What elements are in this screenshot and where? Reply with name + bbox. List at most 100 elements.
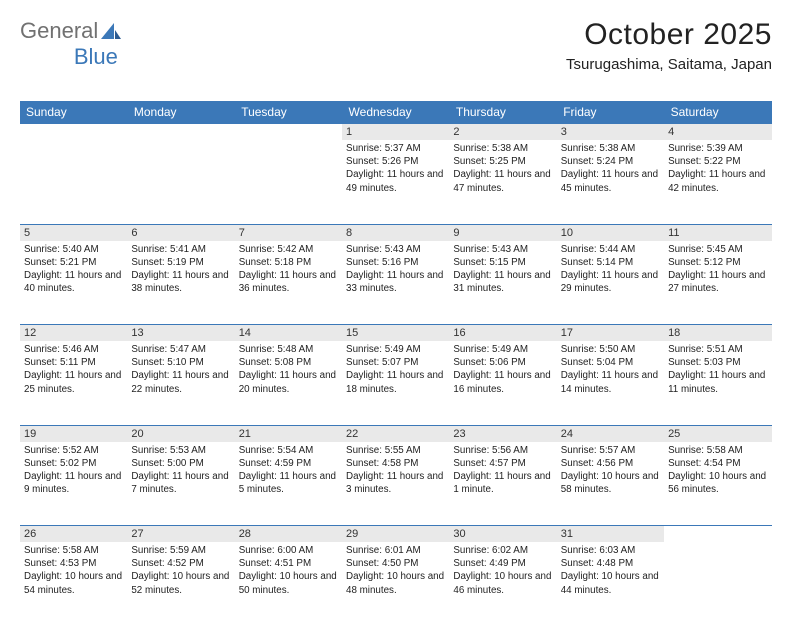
day-detail-text: Sunrise: 5:46 AMSunset: 5:11 PMDaylight:… (24, 341, 123, 396)
day-detail-cell (127, 140, 234, 224)
day-detail-text: Sunrise: 5:54 AMSunset: 4:59 PMDaylight:… (239, 442, 338, 497)
day-number-cell: 31 (557, 526, 664, 543)
day-number-cell: 6 (127, 224, 234, 241)
day-number-cell: 10 (557, 224, 664, 241)
day-number-cell: 4 (664, 124, 771, 141)
day-detail-cell: Sunrise: 5:52 AMSunset: 5:02 PMDaylight:… (20, 442, 127, 526)
day-detail-text: Sunrise: 6:01 AMSunset: 4:50 PMDaylight:… (346, 542, 445, 597)
day-detail-cell (235, 140, 342, 224)
day-detail-cell: Sunrise: 5:48 AMSunset: 5:08 PMDaylight:… (235, 341, 342, 425)
day-detail-text: Sunrise: 5:45 AMSunset: 5:12 PMDaylight:… (668, 241, 767, 296)
day-detail-text: Sunrise: 5:37 AMSunset: 5:26 PMDaylight:… (346, 140, 445, 195)
day-detail-text: Sunrise: 5:44 AMSunset: 5:14 PMDaylight:… (561, 241, 660, 296)
detail-row: Sunrise: 5:52 AMSunset: 5:02 PMDaylight:… (20, 442, 772, 526)
day-detail-text: Sunrise: 6:00 AMSunset: 4:51 PMDaylight:… (239, 542, 338, 597)
day-number-cell: 24 (557, 425, 664, 442)
day-number-cell: 29 (342, 526, 449, 543)
day-detail-cell: Sunrise: 5:58 AMSunset: 4:54 PMDaylight:… (664, 442, 771, 526)
day-detail-text: Sunrise: 5:39 AMSunset: 5:22 PMDaylight:… (668, 140, 767, 195)
day-detail-cell: Sunrise: 5:43 AMSunset: 5:16 PMDaylight:… (342, 241, 449, 325)
day-detail-text: Sunrise: 5:56 AMSunset: 4:57 PMDaylight:… (453, 442, 552, 497)
day-detail-cell: Sunrise: 6:01 AMSunset: 4:50 PMDaylight:… (342, 542, 449, 626)
day-detail-text: Sunrise: 5:57 AMSunset: 4:56 PMDaylight:… (561, 442, 660, 497)
logo-line2: GeneBlue (20, 44, 118, 70)
day-detail-text: Sunrise: 5:52 AMSunset: 5:02 PMDaylight:… (24, 442, 123, 497)
day-number-cell (127, 124, 234, 141)
day-detail-cell: Sunrise: 5:40 AMSunset: 5:21 PMDaylight:… (20, 241, 127, 325)
day-number-cell: 2 (449, 124, 556, 141)
day-number-cell (20, 124, 127, 141)
logo: General (20, 18, 122, 44)
day-detail-cell: Sunrise: 5:44 AMSunset: 5:14 PMDaylight:… (557, 241, 664, 325)
day-detail-cell: Sunrise: 5:50 AMSunset: 5:04 PMDaylight:… (557, 341, 664, 425)
month-title: October 2025 (566, 18, 772, 52)
detail-row: Sunrise: 5:46 AMSunset: 5:11 PMDaylight:… (20, 341, 772, 425)
day-number-cell (664, 526, 771, 543)
day-detail-text: Sunrise: 5:42 AMSunset: 5:18 PMDaylight:… (239, 241, 338, 296)
day-detail-text: Sunrise: 5:43 AMSunset: 5:15 PMDaylight:… (453, 241, 552, 296)
detail-row: Sunrise: 5:40 AMSunset: 5:21 PMDaylight:… (20, 241, 772, 325)
day-detail-text: Sunrise: 5:38 AMSunset: 5:25 PMDaylight:… (453, 140, 552, 195)
day-detail-text: Sunrise: 5:51 AMSunset: 5:03 PMDaylight:… (668, 341, 767, 396)
day-detail-text: Sunrise: 5:49 AMSunset: 5:07 PMDaylight:… (346, 341, 445, 396)
weekday-header: Wednesday (342, 101, 449, 124)
day-number-cell: 12 (20, 325, 127, 342)
day-number-cell: 16 (449, 325, 556, 342)
day-detail-text: Sunrise: 5:50 AMSunset: 5:04 PMDaylight:… (561, 341, 660, 396)
day-detail-cell: Sunrise: 5:56 AMSunset: 4:57 PMDaylight:… (449, 442, 556, 526)
weekday-header: Sunday (20, 101, 127, 124)
day-detail-text: Sunrise: 5:58 AMSunset: 4:54 PMDaylight:… (668, 442, 767, 497)
day-detail-text: Sunrise: 5:43 AMSunset: 5:16 PMDaylight:… (346, 241, 445, 296)
day-detail-cell: Sunrise: 5:39 AMSunset: 5:22 PMDaylight:… (664, 140, 771, 224)
daynum-row: 19202122232425 (20, 425, 772, 442)
detail-row: Sunrise: 5:58 AMSunset: 4:53 PMDaylight:… (20, 542, 772, 626)
day-detail-cell: Sunrise: 5:41 AMSunset: 5:19 PMDaylight:… (127, 241, 234, 325)
day-detail-text: Sunrise: 5:55 AMSunset: 4:58 PMDaylight:… (346, 442, 445, 497)
day-number-cell: 9 (449, 224, 556, 241)
detail-row: Sunrise: 5:37 AMSunset: 5:26 PMDaylight:… (20, 140, 772, 224)
day-number-cell: 3 (557, 124, 664, 141)
day-detail-cell: Sunrise: 5:53 AMSunset: 5:00 PMDaylight:… (127, 442, 234, 526)
calendar-body: 1234Sunrise: 5:37 AMSunset: 5:26 PMDayli… (20, 124, 772, 626)
calendar-table: SundayMondayTuesdayWednesdayThursdayFrid… (20, 101, 772, 626)
day-detail-text: Sunrise: 5:59 AMSunset: 4:52 PMDaylight:… (131, 542, 230, 597)
day-detail-text: Sunrise: 5:58 AMSunset: 4:53 PMDaylight:… (24, 542, 123, 597)
day-detail-cell: Sunrise: 5:45 AMSunset: 5:12 PMDaylight:… (664, 241, 771, 325)
day-number-cell: 13 (127, 325, 234, 342)
daynum-row: 12131415161718 (20, 325, 772, 342)
day-detail-text: Sunrise: 6:02 AMSunset: 4:49 PMDaylight:… (453, 542, 552, 597)
weekday-header: Saturday (664, 101, 771, 124)
day-detail-text: Sunrise: 5:48 AMSunset: 5:08 PMDaylight:… (239, 341, 338, 396)
daynum-row: 262728293031 (20, 526, 772, 543)
day-detail-cell: Sunrise: 5:46 AMSunset: 5:11 PMDaylight:… (20, 341, 127, 425)
day-detail-cell (20, 140, 127, 224)
weekday-header: Thursday (449, 101, 556, 124)
day-number-cell: 23 (449, 425, 556, 442)
weekday-header: Tuesday (235, 101, 342, 124)
day-detail-text: Sunrise: 6:03 AMSunset: 4:48 PMDaylight:… (561, 542, 660, 597)
day-detail-cell (664, 542, 771, 626)
day-detail-cell: Sunrise: 5:51 AMSunset: 5:03 PMDaylight:… (664, 341, 771, 425)
day-number-cell: 27 (127, 526, 234, 543)
day-detail-cell: Sunrise: 5:49 AMSunset: 5:07 PMDaylight:… (342, 341, 449, 425)
day-number-cell (235, 124, 342, 141)
day-detail-cell: Sunrise: 6:03 AMSunset: 4:48 PMDaylight:… (557, 542, 664, 626)
day-detail-cell: Sunrise: 5:59 AMSunset: 4:52 PMDaylight:… (127, 542, 234, 626)
day-detail-cell: Sunrise: 5:38 AMSunset: 5:24 PMDaylight:… (557, 140, 664, 224)
page: General October 2025 Tsurugashima, Saita… (0, 0, 792, 612)
day-number-cell: 18 (664, 325, 771, 342)
day-number-cell: 19 (20, 425, 127, 442)
day-detail-cell: Sunrise: 6:02 AMSunset: 4:49 PMDaylight:… (449, 542, 556, 626)
day-detail-text: Sunrise: 5:49 AMSunset: 5:06 PMDaylight:… (453, 341, 552, 396)
day-detail-text: Sunrise: 5:40 AMSunset: 5:21 PMDaylight:… (24, 241, 123, 296)
day-detail-cell: Sunrise: 5:55 AMSunset: 4:58 PMDaylight:… (342, 442, 449, 526)
day-number-cell: 1 (342, 124, 449, 141)
day-number-cell: 21 (235, 425, 342, 442)
weekday-header-row: SundayMondayTuesdayWednesdayThursdayFrid… (20, 101, 772, 124)
header: General October 2025 Tsurugashima, Saita… (20, 18, 772, 73)
logo-text-2: Blue (74, 44, 118, 70)
day-detail-cell: Sunrise: 5:38 AMSunset: 5:25 PMDaylight:… (449, 140, 556, 224)
logo-sail-icon (100, 21, 122, 41)
day-detail-cell: Sunrise: 5:43 AMSunset: 5:15 PMDaylight:… (449, 241, 556, 325)
day-number-cell: 14 (235, 325, 342, 342)
